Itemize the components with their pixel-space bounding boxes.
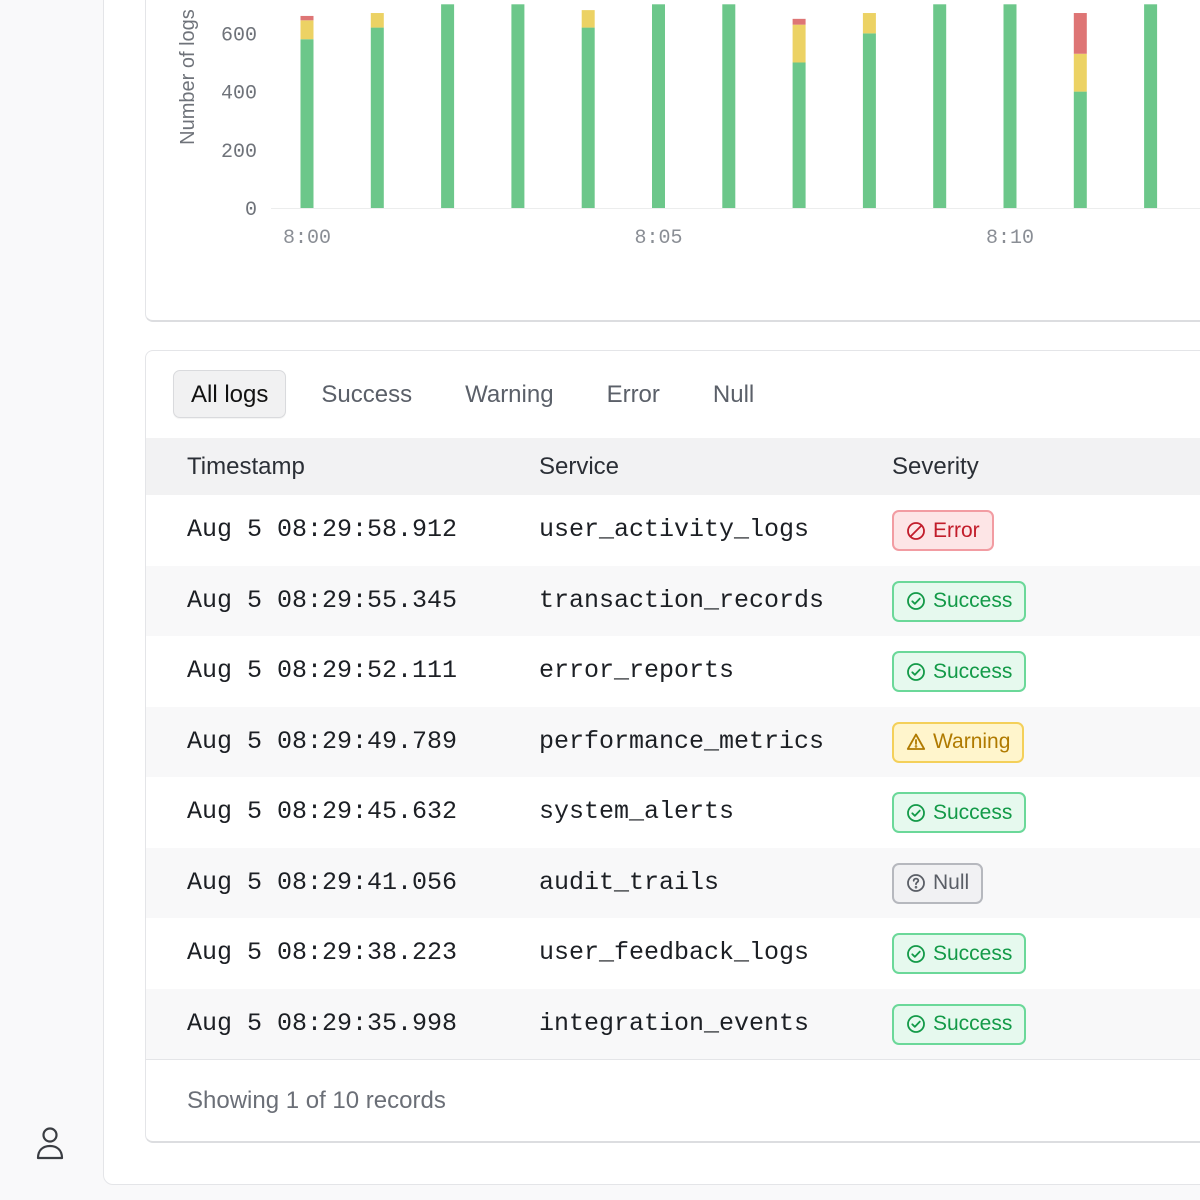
check-circle-icon [906,591,933,611]
severity-badge: Success [892,792,1027,833]
table-row[interactable]: Aug 5 08:29:58.912 user_activity_logs Erro… [146,495,1200,566]
bar-success[interactable] [300,39,314,208]
severity-label: Success [933,941,1013,965]
log-rows: Aug 5 08:29:58.912 user_activity_logs Erro… [146,495,1200,1059]
bar-success[interactable] [581,27,595,208]
bar-error[interactable] [1073,13,1087,54]
x-tick-label: 8:10 [986,227,1034,250]
column-header-timestamp[interactable]: Timestamp [187,453,305,480]
bar-error[interactable] [300,15,314,21]
column-header-severity[interactable]: Severity [892,453,979,480]
bar-success[interactable] [1073,91,1087,208]
service-cell: transaction_records [539,585,825,615]
timestamp-cell: Aug 5 08:29:49.789 [187,726,458,756]
column-header-service[interactable]: Service [539,453,620,480]
bar-warning[interactable] [300,20,314,40]
logs-card: All logs Success Warning Error Null Timestam… [145,350,1200,1143]
check-circle-icon [906,944,933,964]
tab-null[interactable]: Null [712,381,755,408]
y-tick-label: 0 [245,199,257,222]
severity-label: Null [933,871,970,894]
x-tick-label: 8:05 [634,227,682,250]
severity-label: Success [933,659,1013,683]
table-footer: Showing 1 of 10 records [146,1059,1200,1141]
tab-warning[interactable]: Warning [465,381,554,408]
service-cell: user_activity_logs [539,515,810,544]
table-row[interactable]: Aug 5 08:29:52.111 error_reports Success [146,636,1200,707]
y-tick-label: 400 [221,83,257,106]
bar-success[interactable] [722,4,736,208]
bar-success[interactable] [1003,4,1017,208]
check-circle-icon [906,662,933,682]
table-row[interactable]: Aug 5 08:29:41.056 audit_trails Null [146,847,1200,918]
severity-badge: Warning [892,721,1025,763]
bar-warning[interactable] [792,24,806,63]
log-volume-chart: 0 200 400 600 Number of logs 8:00 8:05 8:10 [177,4,1200,250]
severity-label: Success [933,589,1013,612]
warning-triangle-icon [906,732,933,752]
severity-badge: Success [892,1003,1027,1045]
severity-badge: Success [892,933,1027,974]
bar-success[interactable] [933,4,947,208]
tab-error[interactable]: Error [606,381,660,408]
service-cell: system_alerts [539,797,735,826]
tab-all-logs[interactable]: All logs [173,370,287,418]
x-tick-label: 8:00 [283,227,331,250]
timestamp-cell: Aug 5 08:29:41.056 [187,867,458,897]
y-tick-label: 200 [221,141,257,164]
ban-icon [906,521,933,541]
severity-badge: Error [892,510,994,551]
bar-warning[interactable] [1073,53,1087,92]
bar-success[interactable] [370,27,384,208]
severity-label: Success [933,800,1013,824]
tab-success[interactable]: Success [321,381,413,408]
timestamp-cell: Aug 5 08:29:58.912 [187,515,458,544]
chart-card: 0 200 400 600 Number of logs 8:00 8:05 8:10 [145,0,1200,322]
bar-success[interactable] [862,33,876,209]
service-cell: integration_events [539,1008,810,1038]
bar-success[interactable] [652,4,665,208]
user-icon[interactable] [35,1126,65,1160]
severity-badge: Null [892,862,984,904]
bar-success[interactable] [441,4,455,208]
timestamp-cell: Aug 5 08:29:45.632 [187,797,458,826]
severity-label: Error [933,518,980,542]
table-row[interactable]: Aug 5 08:29:38.223 user_feedback_logs Succ… [146,918,1200,989]
check-circle-icon [906,1014,933,1034]
service-cell: performance_metrics [539,726,825,756]
timestamp-cell: Aug 5 08:29:35.998 [187,1008,458,1038]
service-cell: error_reports [539,656,735,685]
bar-success[interactable] [792,62,806,209]
table-row[interactable]: Aug 5 08:29:55.345 transaction_records Suc… [146,565,1200,636]
severity-tabs: All logs Success Warning Error Null [173,370,789,418]
severity-badge: Success [892,580,1027,622]
table-row[interactable]: Aug 5 08:29:35.998 integration_events Succ… [146,988,1200,1059]
table-row[interactable]: Aug 5 08:29:45.632 system_alerts Success [146,777,1200,848]
bar-warning[interactable] [862,13,876,34]
timestamp-cell: Aug 5 08:29:38.223 [187,938,458,967]
bar-warning[interactable] [370,13,384,28]
check-circle-icon [906,803,933,823]
service-cell: audit_trails [539,867,720,897]
bar-success[interactable] [1144,4,1158,208]
severity-label: Warning [933,730,1011,753]
bar-warning[interactable] [581,10,595,28]
severity-label: Success [933,1012,1013,1035]
record-count: Showing 1 of 10 records [187,1087,446,1114]
bar-error[interactable] [792,18,806,25]
service-cell: user_feedback_logs [539,938,810,967]
timestamp-cell: Aug 5 08:29:55.345 [187,585,458,615]
question-circle-icon [906,873,933,893]
timestamp-cell: Aug 5 08:29:52.111 [187,656,458,685]
bar-success[interactable] [511,4,525,208]
severity-badge: Success [892,651,1027,692]
table-header: Timestamp Service Severity [146,438,1200,495]
y-axis-label: Number of logs [177,9,199,145]
y-tick-label: 600 [221,24,257,47]
table-row[interactable]: Aug 5 08:29:49.789 performance_metrics War… [146,706,1200,777]
